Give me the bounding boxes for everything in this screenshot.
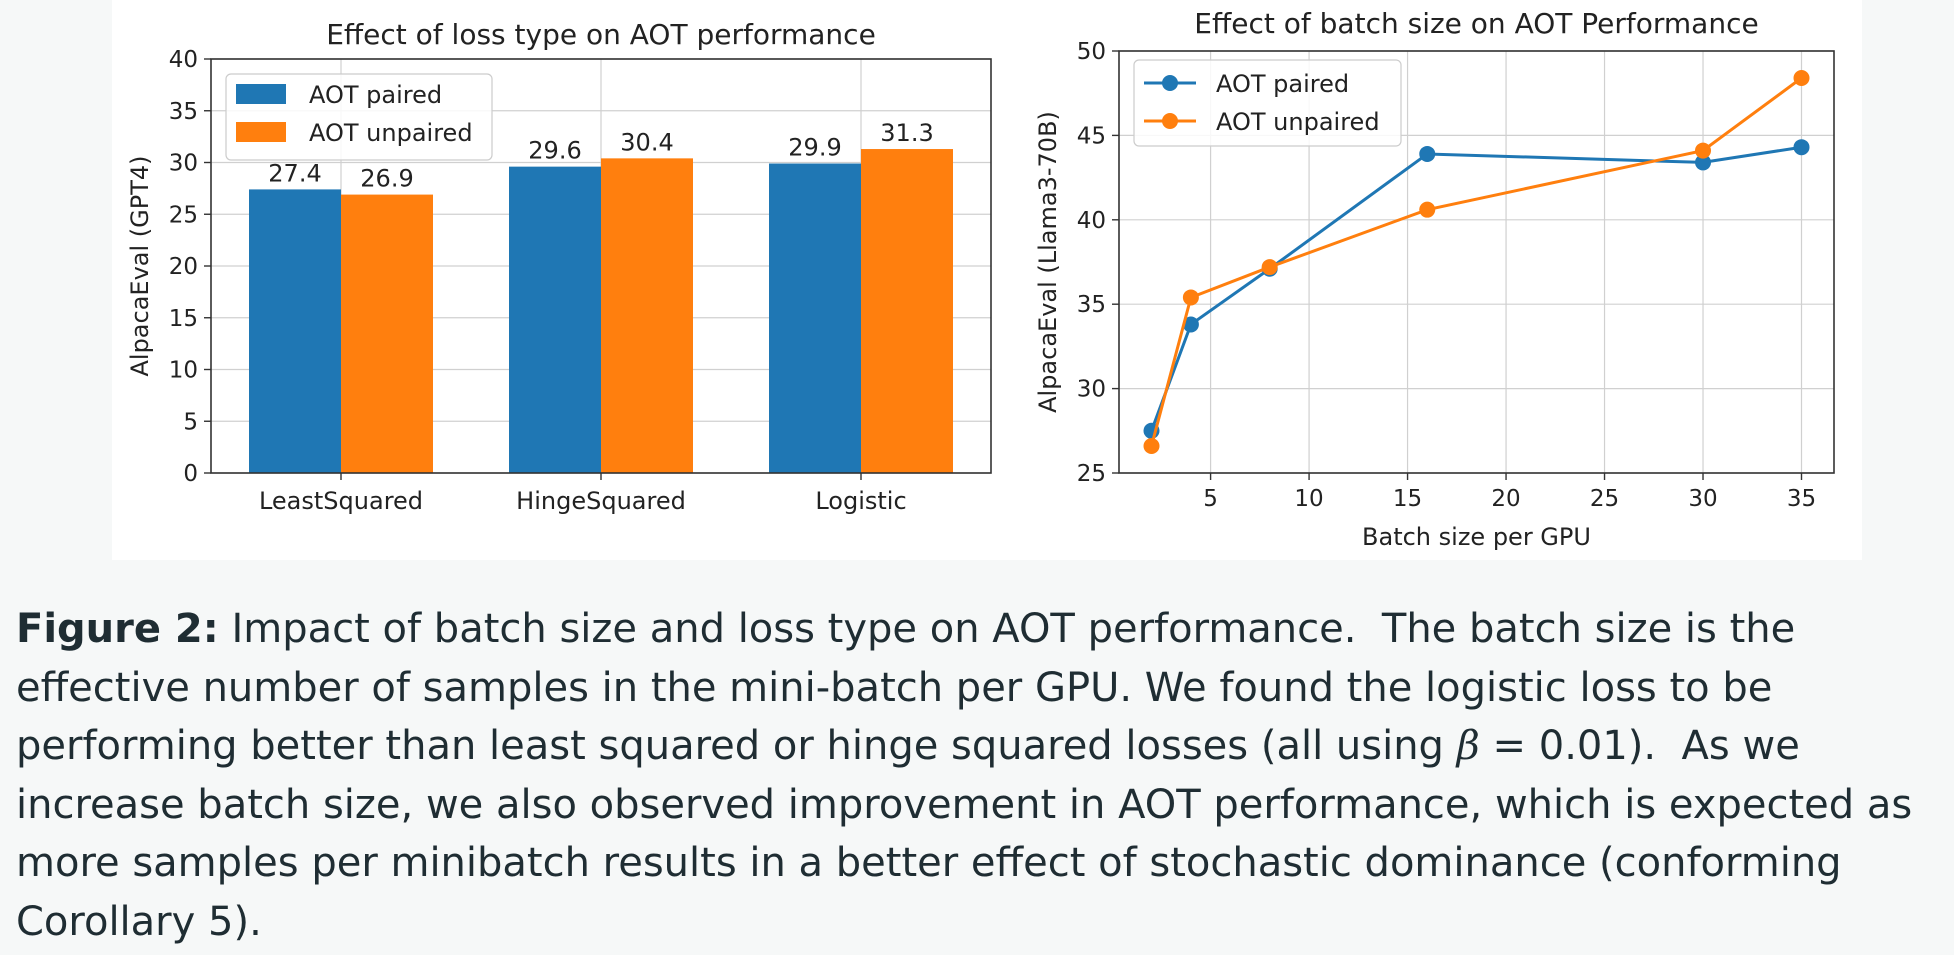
data-point <box>1143 437 1160 454</box>
x-axis-label: Batch size per GPU <box>1362 523 1591 551</box>
x-tick-label: HingeSquared <box>516 487 686 515</box>
data-point <box>1419 145 1436 162</box>
data-point <box>1182 289 1199 306</box>
y-axis-label: AlpacaEval (Llama3-70B) <box>1034 111 1062 413</box>
legend-box <box>1133 59 1402 147</box>
bar-value-label: 29.9 <box>788 134 841 162</box>
data-point <box>1695 142 1712 159</box>
y-tick-label: 20 <box>169 254 198 280</box>
legend-label: AOT unpaired <box>309 119 473 147</box>
y-tick-label: 45 <box>1077 123 1106 149</box>
series-line <box>1150 76 1803 447</box>
caption-label: Figure 2: <box>16 606 219 652</box>
bar <box>861 149 953 474</box>
y-tick-label: 30 <box>169 151 198 177</box>
x-tick-label: LeastSquared <box>259 487 423 515</box>
x-tick-label: 15 <box>1393 486 1422 512</box>
chart-title: Effect of loss type on AOT performance <box>326 18 876 51</box>
legend-marker <box>1162 113 1178 129</box>
caption-beta-symbol: β <box>1456 723 1480 769</box>
y-tick-label: 40 <box>1077 208 1106 234</box>
y-tick-label: 10 <box>169 358 198 384</box>
caption-text-1: Impact of batch size and loss type on AO… <box>16 606 1808 769</box>
legend-marker <box>1162 75 1178 91</box>
y-axis-label: AlpacaEval (GPT4) <box>126 155 154 376</box>
y-tick-label: 35 <box>1077 292 1106 318</box>
data-point <box>1793 139 1810 156</box>
y-tick-label: 25 <box>169 202 198 228</box>
y-tick-label: 40 <box>169 47 198 73</box>
legend-label: AOT paired <box>1216 70 1349 98</box>
x-tick-label: 25 <box>1590 486 1619 512</box>
x-tick-label: 20 <box>1491 486 1520 512</box>
legend-box <box>225 73 493 161</box>
y-tick-label: 30 <box>1077 377 1106 403</box>
y-tick-label: 50 <box>1077 39 1106 65</box>
caption-text-2: = 0.01). As we increase batch size, we a… <box>16 723 1925 945</box>
data-point <box>1182 316 1199 333</box>
bar-value-label: 26.9 <box>360 165 413 193</box>
legend-label: AOT unpaired <box>1216 108 1380 136</box>
data-point <box>1261 259 1278 276</box>
x-tick-label: 10 <box>1294 486 1323 512</box>
bar-value-label: 30.4 <box>620 128 673 156</box>
y-tick-label: 35 <box>169 99 198 125</box>
series-line <box>1150 145 1802 432</box>
legend-swatch <box>236 84 286 104</box>
bar-value-label: 31.3 <box>880 119 933 147</box>
y-tick-label: 15 <box>169 306 198 332</box>
line-chart: 25 30 35 40 45 50 5 10 15 20 25 30 35 Effect of batch… <box>1034 7 1835 551</box>
y-tick-label: 5 <box>183 409 198 435</box>
bar <box>769 163 861 473</box>
x-tick-label: 35 <box>1787 486 1816 512</box>
plot-frame <box>1118 50 1835 474</box>
bar <box>341 194 433 473</box>
figure-charts: 27.4 29.6 29.9 26.9 30.4 31.3 0 5 10 15 20 25 30 35 40… <box>126 7 1835 551</box>
data-point <box>1793 70 1810 87</box>
chart-title: Effect of batch size on AOT Performance <box>1194 7 1758 40</box>
legend-swatch <box>236 122 286 142</box>
bar <box>249 189 341 473</box>
y-tick-label: 0 <box>183 461 198 487</box>
x-tick-label: 5 <box>1203 486 1218 512</box>
x-tick-label: Logistic <box>815 487 906 515</box>
bar-value-label: 29.6 <box>528 137 581 165</box>
legend-label: AOT paired <box>309 81 442 109</box>
bar-chart: 27.4 29.6 29.9 26.9 30.4 31.3 0 5 10 15 20 25 30 35 40… <box>126 18 992 515</box>
figure-caption: Figure 2: Impact of batch size and loss … <box>16 600 1946 951</box>
x-tick-label: 30 <box>1688 486 1717 512</box>
bar-value-label: 27.4 <box>268 159 321 187</box>
y-tick-label: 25 <box>1077 461 1106 487</box>
data-point <box>1419 201 1436 218</box>
data-point <box>1695 154 1712 171</box>
bar <box>509 166 601 473</box>
bar <box>601 158 693 474</box>
